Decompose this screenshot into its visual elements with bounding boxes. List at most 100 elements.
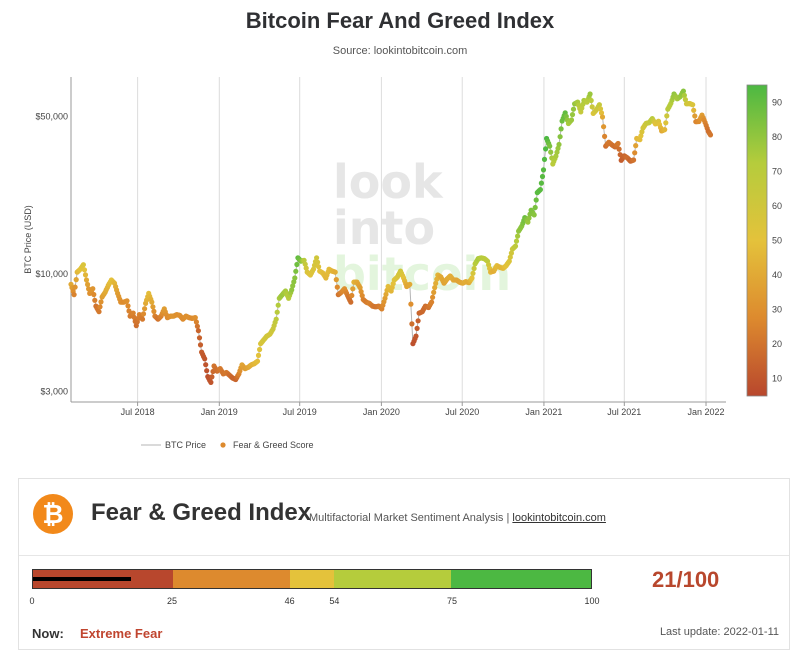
- score-point[interactable]: [531, 212, 537, 218]
- score-point[interactable]: [348, 299, 354, 305]
- score-point[interactable]: [408, 301, 414, 307]
- score-point[interactable]: [537, 187, 544, 193]
- score-point[interactable]: [597, 106, 604, 112]
- score-point[interactable]: [315, 259, 321, 265]
- score-point[interactable]: [204, 368, 210, 374]
- score-point[interactable]: [273, 316, 279, 322]
- score-point[interactable]: [382, 295, 388, 301]
- score-point[interactable]: [291, 279, 297, 285]
- score-point[interactable]: [349, 292, 355, 299]
- score-point[interactable]: [292, 275, 298, 281]
- score-point[interactable]: [413, 333, 419, 339]
- score-point[interactable]: [533, 197, 539, 203]
- score-point[interactable]: [289, 287, 295, 293]
- score-point[interactable]: [507, 254, 513, 260]
- score-point[interactable]: [599, 114, 606, 120]
- score-point[interactable]: [664, 113, 670, 119]
- score-point[interactable]: [543, 146, 549, 152]
- score-point[interactable]: [568, 117, 575, 123]
- score-point[interactable]: [142, 306, 148, 312]
- legend-btc-price[interactable]: BTC Price: [165, 440, 206, 450]
- score-point[interactable]: [192, 315, 198, 321]
- score-point[interactable]: [471, 265, 477, 272]
- score-point[interactable]: [202, 356, 208, 362]
- score-point[interactable]: [72, 284, 78, 290]
- score-point[interactable]: [596, 102, 603, 108]
- score-point[interactable]: [350, 286, 356, 292]
- score-point[interactable]: [303, 265, 309, 271]
- score-point[interactable]: [90, 286, 96, 292]
- score-point[interactable]: [638, 133, 644, 139]
- score-point[interactable]: [130, 310, 136, 316]
- score-point[interactable]: [587, 91, 593, 97]
- score-point[interactable]: [255, 352, 262, 358]
- score-point[interactable]: [691, 107, 697, 113]
- score-point[interactable]: [81, 267, 88, 273]
- score-point[interactable]: [254, 358, 261, 364]
- score-point[interactable]: [557, 134, 563, 140]
- score-point[interactable]: [681, 92, 688, 98]
- score-point[interactable]: [631, 157, 637, 163]
- score-point[interactable]: [588, 97, 594, 104]
- score-point[interactable]: [662, 127, 668, 133]
- score-point[interactable]: [409, 321, 415, 327]
- score-point[interactable]: [83, 277, 90, 283]
- score-point[interactable]: [332, 269, 338, 275]
- score-point[interactable]: [469, 275, 475, 281]
- score-point[interactable]: [150, 304, 156, 310]
- score-point[interactable]: [274, 309, 280, 315]
- score-point[interactable]: [430, 294, 436, 300]
- score-point[interactable]: [92, 297, 98, 303]
- score-point[interactable]: [359, 293, 365, 299]
- score-point[interactable]: [208, 379, 214, 385]
- score-point[interactable]: [632, 150, 638, 156]
- score-point[interactable]: [125, 303, 131, 309]
- score-point[interactable]: [633, 143, 639, 149]
- score-point[interactable]: [539, 173, 546, 180]
- score-point[interactable]: [357, 285, 363, 291]
- score-point[interactable]: [195, 328, 201, 334]
- score-point[interactable]: [682, 97, 689, 103]
- score-point[interactable]: [616, 146, 622, 152]
- score-point[interactable]: [525, 219, 531, 225]
- score-point[interactable]: [73, 277, 79, 283]
- score-point[interactable]: [547, 143, 553, 149]
- score-point[interactable]: [515, 233, 521, 239]
- score-point[interactable]: [124, 298, 130, 304]
- legend-fear-greed[interactable]: Fear & Greed Score: [233, 440, 314, 450]
- score-point[interactable]: [570, 106, 577, 112]
- score-point[interactable]: [139, 316, 146, 322]
- score-point[interactable]: [540, 167, 547, 173]
- score-point[interactable]: [96, 309, 102, 315]
- score-point[interactable]: [193, 319, 199, 325]
- score-point[interactable]: [615, 140, 621, 147]
- score-point[interactable]: [558, 126, 564, 132]
- score-point[interactable]: [302, 261, 308, 267]
- score-point[interactable]: [663, 120, 669, 126]
- score-point[interactable]: [334, 284, 340, 290]
- score-point[interactable]: [257, 346, 263, 353]
- score-point[interactable]: [602, 133, 608, 139]
- score-point[interactable]: [140, 311, 147, 317]
- score-point[interactable]: [429, 299, 435, 305]
- score-point[interactable]: [431, 289, 437, 295]
- score-point[interactable]: [71, 292, 77, 298]
- source-link[interactable]: lookintobitcoin.com: [512, 512, 606, 524]
- score-point[interactable]: [151, 308, 157, 314]
- score-point[interactable]: [690, 102, 696, 108]
- score-point[interactable]: [314, 255, 320, 261]
- score-point[interactable]: [556, 141, 562, 148]
- score-point[interactable]: [569, 112, 576, 118]
- score-point[interactable]: [197, 342, 204, 348]
- score-point[interactable]: [194, 323, 200, 329]
- score-point[interactable]: [358, 289, 364, 295]
- score-point[interactable]: [301, 257, 307, 263]
- score-point[interactable]: [383, 291, 389, 297]
- score-point[interactable]: [82, 272, 89, 278]
- score-point[interactable]: [553, 153, 559, 159]
- score-point[interactable]: [203, 362, 209, 368]
- legend[interactable]: BTC Price Fear & Greed Score: [141, 440, 314, 450]
- score-point[interactable]: [589, 104, 595, 110]
- score-point[interactable]: [97, 304, 103, 310]
- score-point[interactable]: [541, 156, 548, 162]
